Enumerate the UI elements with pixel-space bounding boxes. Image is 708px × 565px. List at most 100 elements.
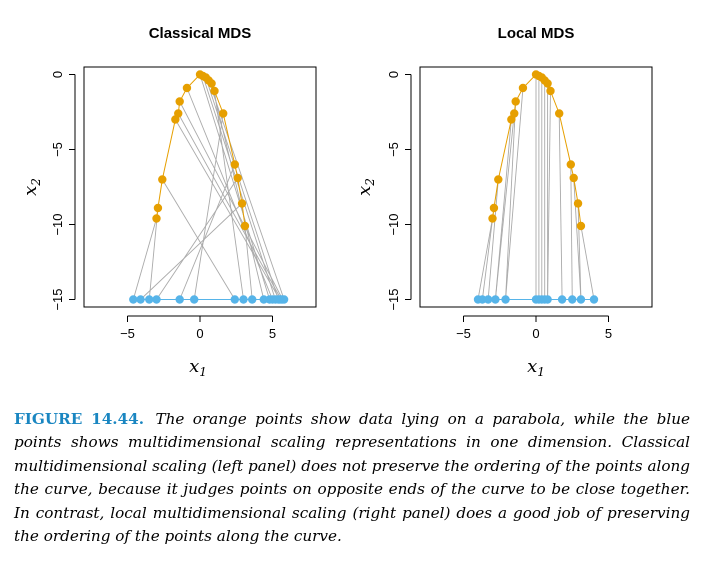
orange-point bbox=[566, 160, 575, 169]
x-axis-label: x1 bbox=[527, 356, 545, 379]
link-line bbox=[558, 113, 563, 300]
blue-point bbox=[568, 295, 577, 304]
link-line bbox=[156, 177, 239, 300]
orange-curve bbox=[492, 73, 582, 227]
panel-title: Local MDS bbox=[498, 25, 575, 42]
blue-point bbox=[576, 295, 586, 304]
orange-point bbox=[573, 199, 583, 208]
orange-point bbox=[543, 79, 552, 88]
orange-point bbox=[569, 173, 578, 183]
orange-point bbox=[174, 109, 183, 118]
blue-point bbox=[129, 295, 138, 304]
blue-point bbox=[543, 295, 552, 304]
x-tick-label: 0 bbox=[532, 326, 539, 341]
panel-title: Classical MDS bbox=[149, 25, 252, 42]
blue-point bbox=[483, 295, 493, 304]
y-tick-label: −10 bbox=[386, 213, 401, 235]
plot-box bbox=[83, 66, 317, 308]
orange-curve bbox=[156, 73, 246, 227]
x-tick-label: 5 bbox=[269, 326, 276, 341]
link-line bbox=[580, 225, 595, 300]
orange-point bbox=[576, 221, 586, 231]
orange-series bbox=[152, 70, 250, 231]
orange-point bbox=[511, 97, 520, 106]
x-axis-label: x1 bbox=[189, 356, 207, 379]
x-tick-label: −5 bbox=[456, 326, 471, 341]
x-tick-label: −5 bbox=[120, 326, 135, 341]
panel-classical-mds: Classical MDS −5 0 5 0 −5 −10 −15 x1 x2 bbox=[20, 25, 317, 379]
blue-point bbox=[190, 295, 199, 304]
orange-point bbox=[488, 214, 497, 223]
link-line bbox=[148, 207, 159, 300]
blue-series bbox=[129, 295, 289, 304]
figure-caption: FIGURE 14.44. The orange points show dat… bbox=[14, 408, 690, 548]
x-tick-label: 0 bbox=[196, 326, 203, 341]
y-tick-label: −5 bbox=[386, 142, 401, 157]
axis-ticks: −5 0 5 0 −5 −10 −15 bbox=[50, 71, 276, 341]
orange-point bbox=[153, 203, 163, 213]
caption-label: FIGURE 14.44. bbox=[14, 410, 145, 428]
blue-point bbox=[501, 295, 510, 304]
orange-point bbox=[230, 160, 239, 169]
connecting-lines bbox=[477, 74, 595, 300]
orange-point bbox=[489, 203, 499, 213]
blue-point bbox=[145, 295, 154, 304]
blue-point bbox=[248, 295, 257, 304]
orange-point bbox=[237, 199, 247, 208]
link-line bbox=[193, 113, 224, 300]
link-line bbox=[132, 218, 157, 300]
link-line bbox=[577, 203, 582, 300]
link-line bbox=[205, 77, 279, 300]
y-tick-label: 0 bbox=[386, 71, 401, 78]
link-line bbox=[494, 113, 515, 300]
blue-point bbox=[557, 295, 567, 304]
link-line bbox=[547, 90, 551, 300]
axis-ticks: −5 0 5 0 −5 −10 −15 bbox=[386, 71, 612, 341]
orange-point bbox=[546, 86, 555, 96]
link-line bbox=[481, 207, 495, 300]
orange-point bbox=[207, 79, 216, 88]
blue-point bbox=[491, 295, 500, 304]
blue-point bbox=[152, 295, 161, 304]
orange-point bbox=[210, 86, 219, 96]
orange-point bbox=[555, 109, 564, 118]
y-axis-label: x2 bbox=[20, 178, 43, 196]
link-line bbox=[505, 87, 524, 300]
link-line bbox=[214, 90, 244, 300]
orange-point bbox=[182, 83, 192, 93]
y-tick-label: −15 bbox=[386, 288, 401, 310]
y-tick-label: −10 bbox=[50, 213, 65, 235]
x-tick-label: 5 bbox=[605, 326, 612, 341]
link-line bbox=[161, 179, 236, 300]
link-line bbox=[177, 113, 282, 300]
link-line bbox=[505, 101, 517, 300]
blue-point bbox=[175, 295, 184, 304]
link-line bbox=[211, 83, 265, 300]
link-line bbox=[573, 177, 582, 300]
orange-point bbox=[510, 109, 519, 118]
link-line bbox=[477, 218, 493, 300]
orange-series bbox=[488, 70, 586, 231]
y-tick-label: −15 bbox=[50, 288, 65, 310]
blue-point bbox=[279, 295, 289, 304]
connecting-lines bbox=[132, 74, 285, 300]
link-line bbox=[244, 225, 253, 300]
link-line bbox=[179, 101, 284, 300]
orange-point bbox=[152, 214, 161, 223]
link-line bbox=[487, 179, 499, 300]
orange-point bbox=[175, 97, 184, 106]
blue-point bbox=[136, 295, 145, 304]
plot-box bbox=[419, 66, 653, 308]
link-line bbox=[199, 74, 271, 300]
figure-panels: Classical MDS −5 0 5 0 −5 −10 −15 x1 x2 Local … bbox=[20, 25, 653, 379]
link-line bbox=[570, 164, 573, 300]
link-line bbox=[140, 203, 243, 300]
orange-point bbox=[158, 175, 167, 184]
y-tick-label: 0 bbox=[50, 71, 65, 78]
orange-point bbox=[233, 173, 242, 183]
blue-series bbox=[473, 295, 599, 304]
blue-point bbox=[259, 295, 268, 304]
orange-point bbox=[219, 109, 228, 118]
blue-point bbox=[230, 295, 239, 304]
orange-point bbox=[494, 175, 503, 184]
